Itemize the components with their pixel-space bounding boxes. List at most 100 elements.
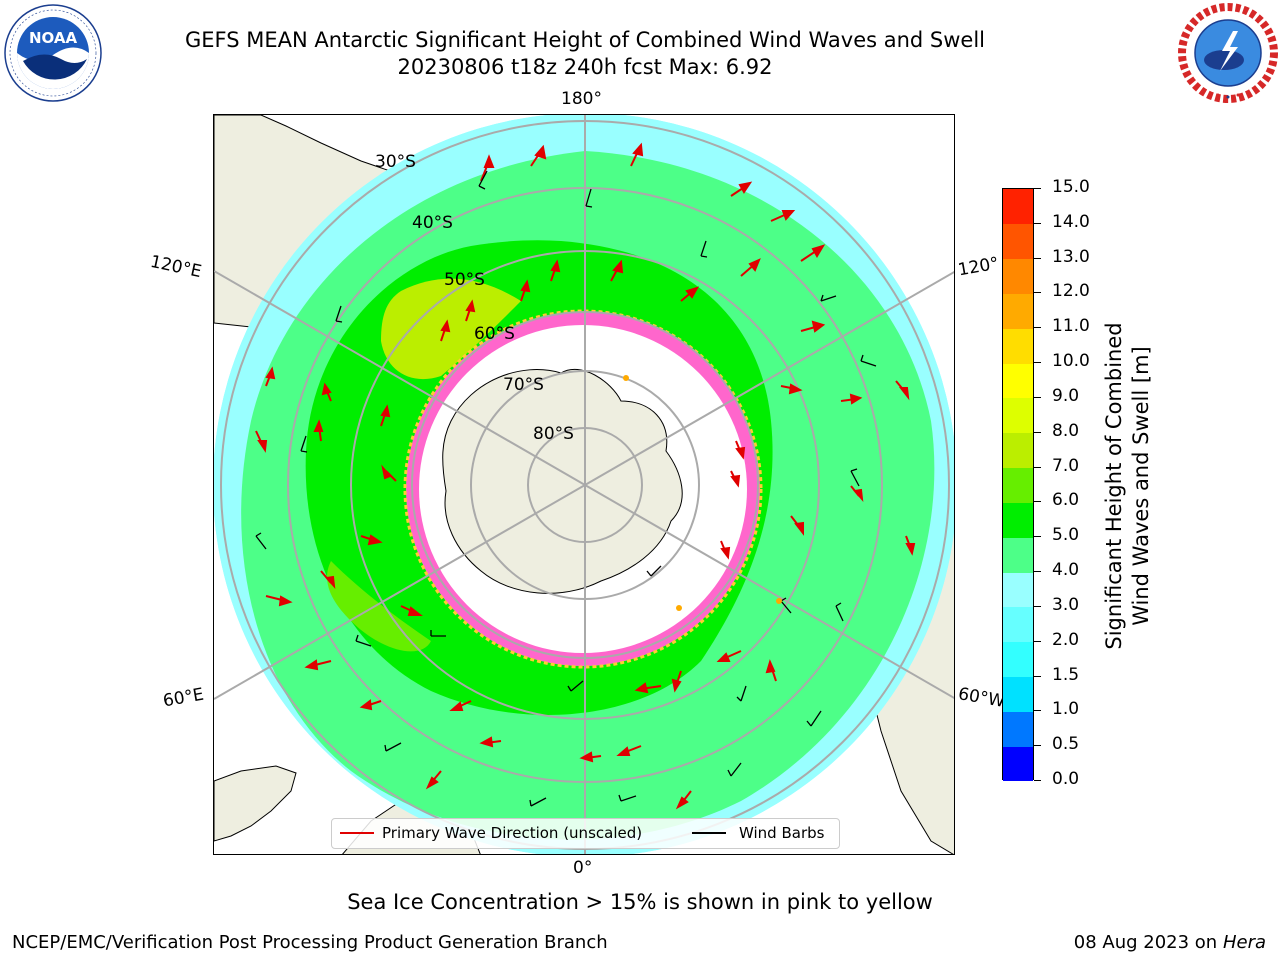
wave-direction-arrows bbox=[255, 142, 916, 810]
lat-label-70s: 70°S bbox=[503, 375, 544, 395]
colorbar-tick-mark bbox=[1034, 571, 1041, 573]
wave-arrow bbox=[730, 470, 741, 488]
lat-label-40s: 40°S bbox=[412, 213, 453, 233]
colorbar-tick-label: 2.0 bbox=[1052, 629, 1080, 650]
map-title: GEFS MEAN Antarctic Significant Height o… bbox=[184, 28, 986, 52]
wave-arrow bbox=[440, 319, 451, 342]
wind-barb bbox=[727, 762, 742, 777]
colorbar-label-line2: Wind Waves and Swell [m] bbox=[1129, 346, 1153, 626]
wave-arrow bbox=[480, 154, 495, 182]
footer-machine: Hera bbox=[1222, 932, 1266, 953]
colorbar-tick-label: 5.0 bbox=[1052, 525, 1080, 546]
colorbar-tick-label: 7.0 bbox=[1052, 455, 1080, 476]
colorbar-tick-label: 6.0 bbox=[1052, 490, 1080, 511]
wave-arrow bbox=[465, 299, 476, 322]
colorbar-tick-mark bbox=[1034, 327, 1041, 329]
colorbar-tick-label: 15.0 bbox=[1052, 177, 1090, 197]
wave-arrow bbox=[770, 210, 796, 222]
colorbar-segment bbox=[1003, 467, 1033, 503]
colorbar-tick-mark bbox=[1034, 745, 1041, 747]
wave-arrow bbox=[765, 659, 777, 682]
colorbar-tick-label: 4.0 bbox=[1052, 560, 1080, 581]
noaa-logo-text: NOAA bbox=[29, 29, 78, 47]
wave-arrow bbox=[449, 700, 472, 711]
wind-barb bbox=[820, 294, 837, 302]
colorbar-label-line1: Significant Height of Combined bbox=[1102, 322, 1126, 650]
lon-label-60w: 60°W bbox=[956, 684, 1007, 712]
wind-barbs-legend-label: Wind Barbs bbox=[739, 824, 825, 842]
wind-barb bbox=[618, 794, 637, 802]
wave-arrow bbox=[634, 682, 662, 694]
lon-label-180: 180° bbox=[561, 89, 602, 109]
wind-barbs bbox=[255, 170, 877, 807]
wave-arrow bbox=[313, 419, 324, 442]
colorbar-tick-label: 0.0 bbox=[1052, 769, 1080, 789]
wave-arrow bbox=[320, 570, 336, 590]
wave-arrow bbox=[530, 144, 547, 167]
colorbar-segment bbox=[1003, 397, 1033, 434]
lon-label-60e: 60°E bbox=[161, 684, 206, 712]
wave-arrow bbox=[304, 659, 332, 671]
colorbar bbox=[1002, 188, 1034, 782]
lat-label-60s: 60°S bbox=[474, 324, 515, 344]
colorbar-tick-mark bbox=[1034, 362, 1041, 364]
colorbar-tick-mark bbox=[1034, 780, 1041, 781]
wind-barb bbox=[355, 634, 372, 647]
colorbar-tick-label: 12.0 bbox=[1052, 281, 1090, 302]
lon-label-120e: 120°E bbox=[148, 251, 204, 283]
colorbar-tick-label: 1.5 bbox=[1052, 664, 1080, 685]
wind-barbs-legend-line bbox=[692, 832, 726, 834]
wave-arrow bbox=[630, 142, 644, 167]
antarctica-land bbox=[442, 368, 683, 594]
wave-arrow bbox=[255, 430, 268, 453]
wave-arrow bbox=[735, 440, 746, 460]
colorbar-tick-mark bbox=[1034, 710, 1041, 712]
wind-barb bbox=[529, 797, 547, 807]
wave-arrow bbox=[740, 258, 761, 277]
noaa-logo: NOAA bbox=[3, 3, 103, 103]
colorbar-tick-mark bbox=[1034, 466, 1041, 468]
colorbar-tick-label: 11.0 bbox=[1052, 316, 1090, 337]
footer-branch: NCEP/EMC/Verification Post Processing Pr… bbox=[12, 932, 608, 953]
wave-arrow bbox=[360, 534, 383, 546]
africa-land bbox=[214, 765, 297, 842]
wave-arrow bbox=[840, 393, 863, 405]
lon-label-120w: 120° bbox=[956, 253, 1001, 281]
colorbar-tick-label: 10.0 bbox=[1052, 351, 1090, 372]
wave-arrow bbox=[671, 670, 682, 693]
wave-arrow bbox=[359, 699, 382, 711]
map-subtitle: 20230806 t18z 240h fcst Max: 6.92 bbox=[397, 55, 773, 79]
lon-label-0: 0° bbox=[573, 858, 593, 878]
sea-ice-note: Sea Ice Concentration > 15% is shown in … bbox=[347, 890, 933, 914]
wind-barb bbox=[335, 305, 343, 323]
footer-date: 08 Aug 2023 on Hera bbox=[1074, 932, 1266, 953]
wave-arrow bbox=[680, 286, 700, 302]
colorbar-tick-label: 9.0 bbox=[1052, 385, 1080, 406]
lat-label-80s: 80°S bbox=[533, 424, 574, 444]
wave-direction-legend-label: Primary Wave Direction (unscaled) bbox=[382, 824, 643, 842]
colorbar-segment bbox=[1003, 676, 1033, 712]
colorbar-tick-mark bbox=[1034, 292, 1041, 294]
wave-arrow bbox=[730, 181, 753, 197]
lat-label-30s: 30°S bbox=[375, 152, 416, 172]
wave-direction-legend-line bbox=[340, 832, 374, 834]
graticule bbox=[214, 115, 954, 854]
colorbar-segment bbox=[1003, 432, 1033, 469]
footer-date-text: 08 Aug 2023 on bbox=[1073, 932, 1218, 953]
wave-arrow bbox=[905, 535, 916, 556]
wave-arrow bbox=[790, 515, 804, 536]
wind-barb bbox=[850, 468, 860, 487]
wave-arrow bbox=[579, 751, 602, 763]
colorbar-segment bbox=[1003, 606, 1033, 643]
wave-arrow bbox=[425, 770, 442, 790]
wave-arrow bbox=[616, 745, 642, 756]
wave-arrow bbox=[675, 790, 692, 810]
colorbar-tick-mark bbox=[1034, 605, 1041, 607]
wind-barb bbox=[300, 435, 308, 453]
colorbar-segment bbox=[1003, 537, 1033, 573]
wave-arrow bbox=[479, 736, 502, 748]
wave-arrow bbox=[895, 380, 910, 401]
colorbar-tick-mark bbox=[1034, 536, 1041, 538]
wave-arrow bbox=[800, 244, 826, 262]
colorbar-tick-mark bbox=[1034, 188, 1041, 189]
